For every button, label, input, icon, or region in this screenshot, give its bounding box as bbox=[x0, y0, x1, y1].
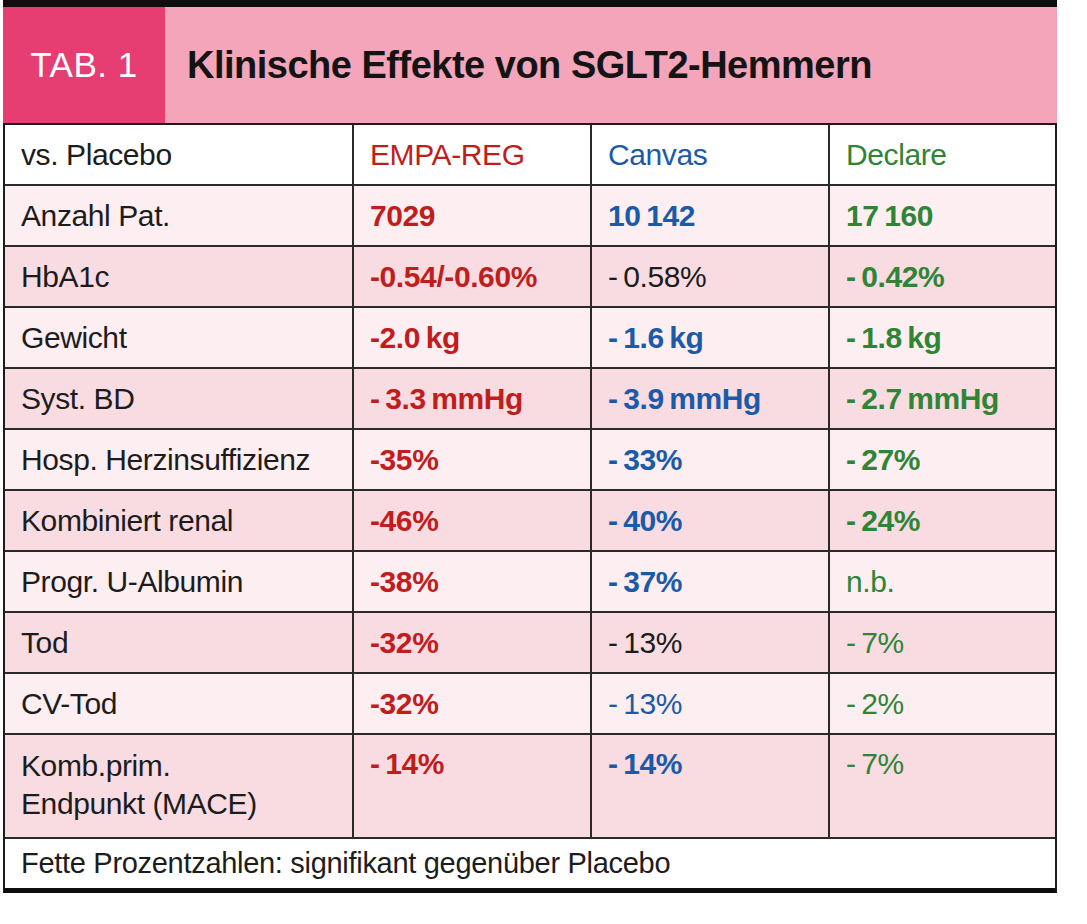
value-cell: - 27% bbox=[828, 430, 1055, 489]
table-row: Kombiniert renal-46%- 40%- 24% bbox=[5, 491, 1055, 552]
value-cell: -32% bbox=[352, 674, 590, 733]
column-header-row: vs. Placebo EMPA-REG Canvas Declare bbox=[5, 125, 1055, 186]
table-row: Progr. U-Albumin-38%- 37%n.b. bbox=[5, 552, 1055, 613]
table-body: Anzahl Pat.702910 14217 160HbA1c-0.54/-0… bbox=[5, 186, 1055, 839]
value-cell: -46% bbox=[352, 491, 590, 550]
value-cell: -32% bbox=[352, 613, 590, 672]
row-label: Syst. BD bbox=[5, 369, 352, 428]
value-cell: - 1.6 kg bbox=[590, 308, 828, 367]
value-cell: - 3.3 mmHg bbox=[352, 369, 590, 428]
row-label: HbA1c bbox=[5, 247, 352, 306]
table-row: Gewicht-2.0 kg- 1.6 kg- 1.8 kg bbox=[5, 308, 1055, 369]
value-cell: - 14% bbox=[590, 735, 828, 837]
row-label: Komb.prim. Endpunkt (MACE) bbox=[5, 735, 352, 837]
value-cell: - 13% bbox=[590, 674, 828, 733]
column-header-placebo: vs. Placebo bbox=[5, 125, 352, 184]
table-title: Klinische Effekte von SGLT2-Hemmern bbox=[165, 7, 1057, 123]
row-label: CV-Tod bbox=[5, 674, 352, 733]
table-row: Anzahl Pat.702910 14217 160 bbox=[5, 186, 1055, 247]
value-cell: - 1.8 kg bbox=[828, 308, 1055, 367]
table-header-band: TAB. 1 Klinische Effekte von SGLT2-Hemme… bbox=[3, 7, 1057, 123]
value-cell: 7029 bbox=[352, 186, 590, 245]
value-cell: 17 160 bbox=[828, 186, 1055, 245]
value-cell: - 33% bbox=[590, 430, 828, 489]
top-border-bar bbox=[3, 0, 1057, 7]
row-label: Progr. U-Albumin bbox=[5, 552, 352, 611]
table-number-badge: TAB. 1 bbox=[3, 7, 165, 123]
data-table: vs. Placebo EMPA-REG Canvas Declare Anza… bbox=[3, 123, 1057, 893]
row-label: Tod bbox=[5, 613, 352, 672]
value-cell: n.b. bbox=[828, 552, 1055, 611]
table-row: CV-Tod-32%- 13%- 2% bbox=[5, 674, 1055, 735]
table-row: Tod-32%- 13%- 7% bbox=[5, 613, 1055, 674]
value-cell: -0.54/-0.60% bbox=[352, 247, 590, 306]
value-cell: 10 142 bbox=[590, 186, 828, 245]
column-header-canvas: Canvas bbox=[590, 125, 828, 184]
value-cell: -35% bbox=[352, 430, 590, 489]
value-cell: - 3.9 mmHg bbox=[590, 369, 828, 428]
value-cell: - 13% bbox=[590, 613, 828, 672]
value-cell: - 2% bbox=[828, 674, 1055, 733]
value-cell: - 7% bbox=[828, 735, 1055, 837]
value-cell: -38% bbox=[352, 552, 590, 611]
column-header-empa-reg: EMPA-REG bbox=[352, 125, 590, 184]
row-label: Anzahl Pat. bbox=[5, 186, 352, 245]
row-label: Gewicht bbox=[5, 308, 352, 367]
value-cell: - 24% bbox=[828, 491, 1055, 550]
value-cell: - 7% bbox=[828, 613, 1055, 672]
value-cell: - 2.7 mmHg bbox=[828, 369, 1055, 428]
table-figure: TAB. 1 Klinische Effekte von SGLT2-Hemme… bbox=[3, 0, 1057, 893]
value-cell: - 14% bbox=[352, 735, 590, 837]
value-cell: - 37% bbox=[590, 552, 828, 611]
column-header-declare: Declare bbox=[828, 125, 1055, 184]
table-row: HbA1c-0.54/-0.60%- 0.58%- 0.42% bbox=[5, 247, 1055, 308]
table-row: Komb.prim. Endpunkt (MACE)- 14%- 14%- 7% bbox=[5, 735, 1055, 839]
table-row: Syst. BD- 3.3 mmHg- 3.9 mmHg- 2.7 mmHg bbox=[5, 369, 1055, 430]
significance-footnote: Fette Prozentzahlen: signifikant gegenüb… bbox=[5, 839, 1055, 888]
row-label: Kombiniert renal bbox=[5, 491, 352, 550]
value-cell: - 0.42% bbox=[828, 247, 1055, 306]
value-cell: - 0.58% bbox=[590, 247, 828, 306]
table-row: Hosp. Herzinsuffizienz-35%- 33%- 27% bbox=[5, 430, 1055, 491]
value-cell: -2.0 kg bbox=[352, 308, 590, 367]
row-label: Hosp. Herzinsuffizienz bbox=[5, 430, 352, 489]
value-cell: - 40% bbox=[590, 491, 828, 550]
